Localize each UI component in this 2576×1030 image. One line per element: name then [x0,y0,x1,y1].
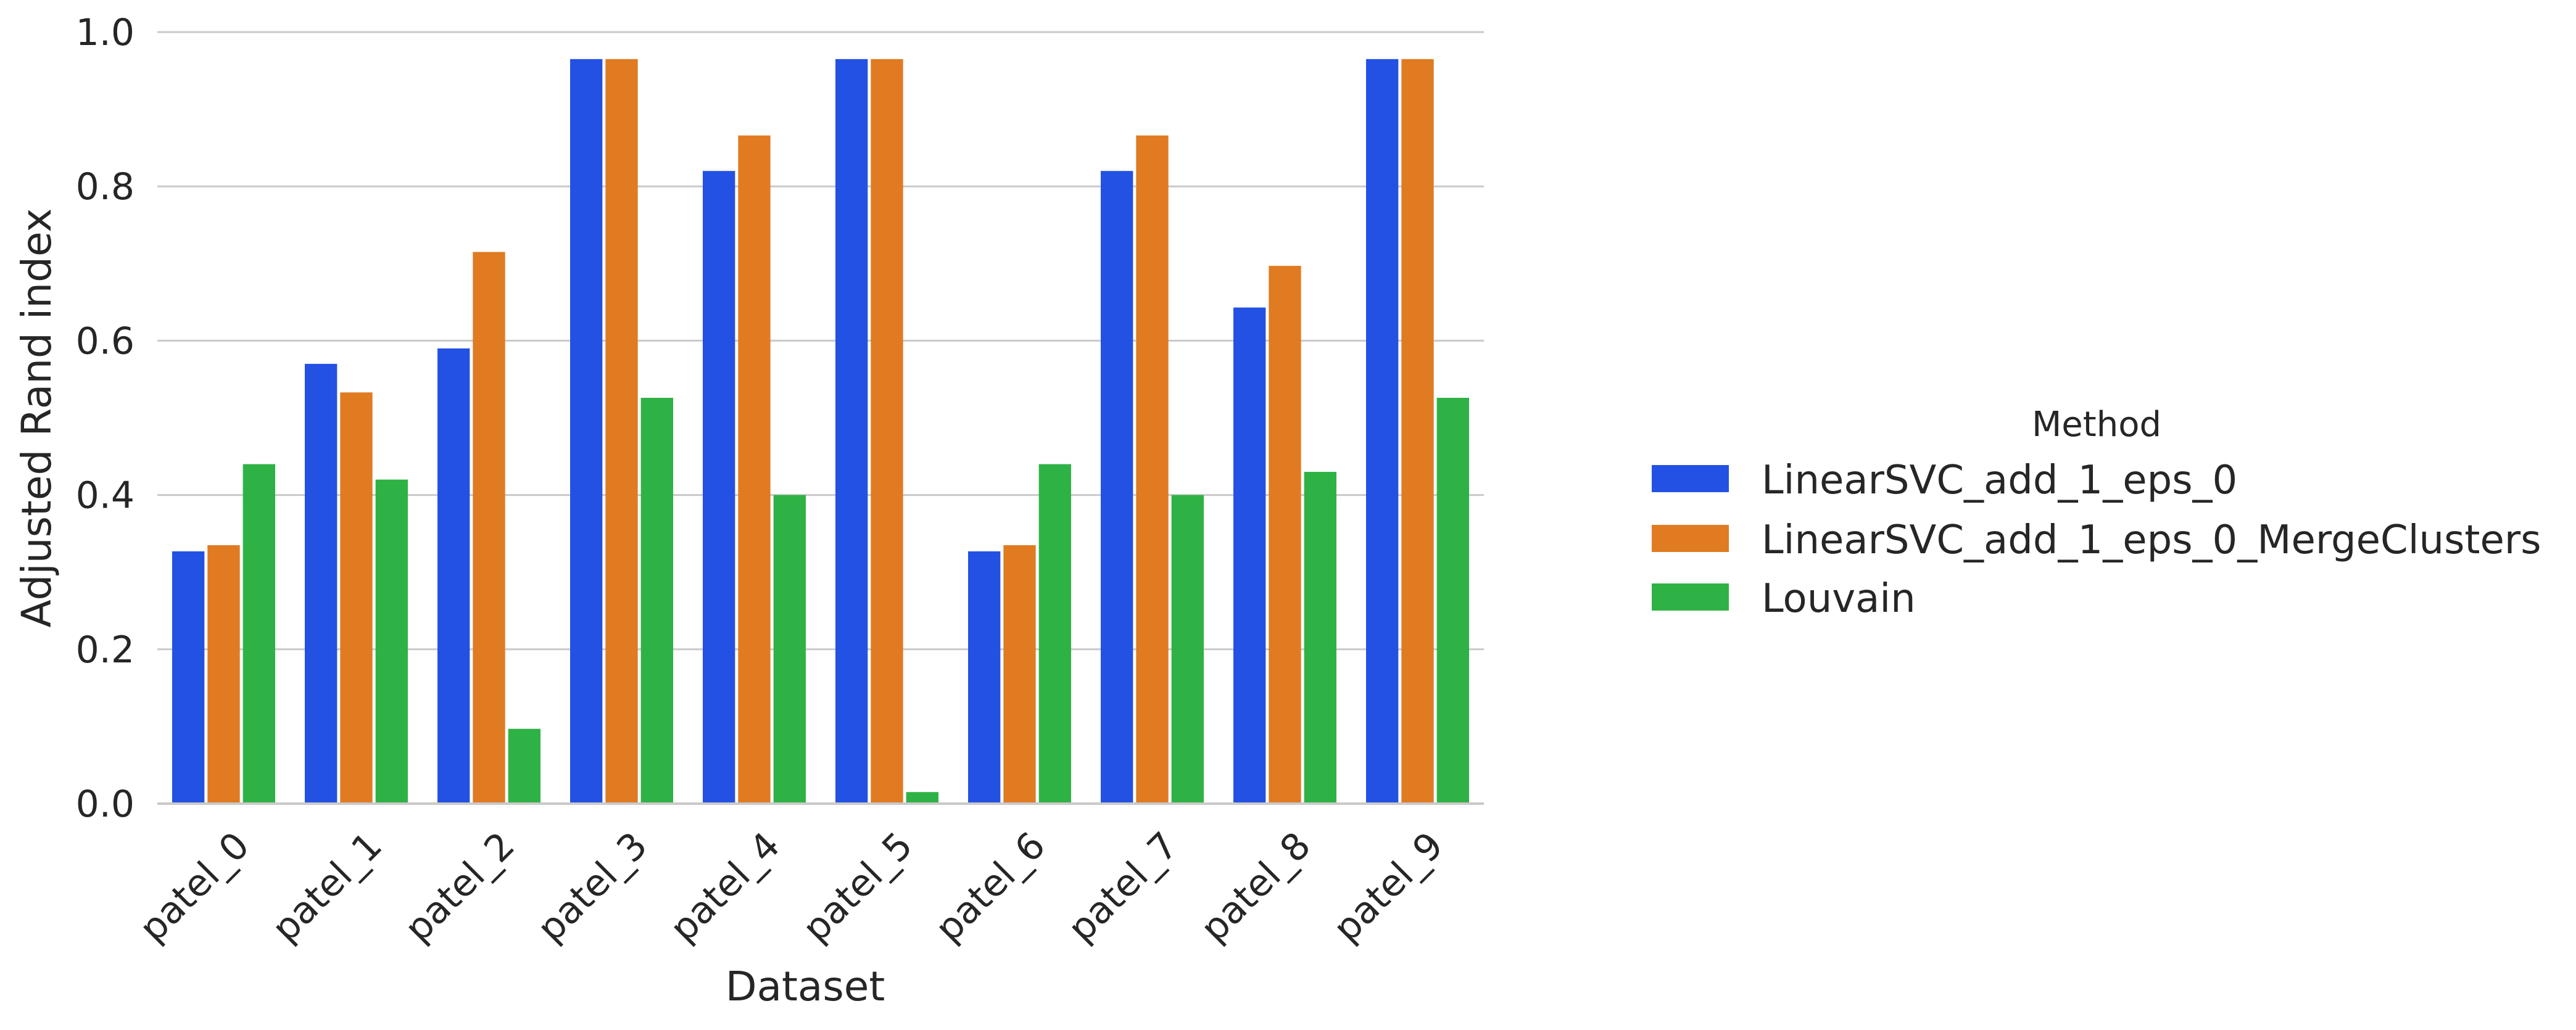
bar-patel_6-LinearSVC_add_1_eps_0 [968,551,1001,804]
y-tick-label: 1.0 [76,11,135,54]
y-tick-label: 0.2 [76,628,135,672]
bar-patel_4-Louvain [773,495,806,804]
bar-patel_8-Louvain [1304,472,1336,804]
bar-patel_6-Louvain [1038,464,1071,804]
y-tick-label: 0.6 [76,319,135,363]
legend-label: LinearSVC_add_1_eps_0_MergeClusters [1762,517,2541,563]
bar-patel_2-Louvain [508,728,540,804]
bar-patel_4-LinearSVC_add_1_eps_0 [703,171,735,804]
x-tick-label: patel_5 [795,824,921,950]
x-tick-label: patel_1 [264,824,391,950]
x-tick-label: patel_0 [131,824,258,950]
bar-patel_6-LinearSVC_add_1_eps_0_MergeClusters [1003,545,1036,804]
bar-patel_0-LinearSVC_add_1_eps_0_MergeClusters [207,545,240,804]
y-tick-label: 0.4 [76,474,135,517]
y-tick-labels: 0.0 0.2 0.4 0.6 0.8 1.0 [76,11,135,826]
y-tick-label: 0.0 [76,783,135,826]
bar-patel_9-LinearSVC_add_1_eps_0 [1366,59,1399,804]
bar-patel_3-Louvain [640,397,673,804]
legend-title: Method [2032,405,2161,445]
bar-patel_3-LinearSVC_add_1_eps_0 [570,59,603,804]
bar-patel_0-Louvain [242,464,275,804]
y-axis-title: Adjusted Rand index [13,208,60,628]
bar-patel_1-LinearSVC_add_1_eps_0 [305,363,338,804]
bar-patel_9-LinearSVC_add_1_eps_0_MergeClusters [1401,59,1434,804]
bar-patel_7-LinearSVC_add_1_eps_0 [1101,171,1133,804]
bar-patel_3-LinearSVC_add_1_eps_0_MergeClusters [605,59,638,804]
bar-patel_8-LinearSVC_add_1_eps_0_MergeClusters [1269,266,1301,804]
x-tick-label: patel_6 [927,824,1054,950]
y-tick-label: 0.8 [76,165,135,208]
bar-patel_8-LinearSVC_add_1_eps_0 [1233,307,1266,804]
x-tick-label: patel_7 [1060,824,1187,950]
legend: Method LinearSVC_add_1_eps_0LinearSVC_ad… [1652,405,2541,622]
x-tick-labels: patel_0 patel_1 patel_2 patel_3 patel_4 patel… [131,824,1452,950]
x-tick-label: patel_4 [662,824,789,950]
legend-swatch [1652,583,1729,611]
bar-patel_4-LinearSVC_add_1_eps_0_MergeClusters [738,135,771,804]
legend-items: LinearSVC_add_1_eps_0 LinearSVC_add_1_eps… [1652,458,2541,622]
bar-patel_5-LinearSVC_add_1_eps_0 [835,59,868,804]
x-tick-label: patel_2 [397,824,523,950]
bar-patel_9-Louvain [1436,397,1469,804]
bar-patel_1-LinearSVC_add_1_eps_0_MergeClusters [340,392,373,804]
bar-patel_2-LinearSVC_add_1_eps_0 [437,348,470,804]
bar-patel_2-LinearSVC_add_1_eps_0_MergeClusters [473,252,505,804]
x-axis-title: Dataset [726,963,885,1010]
legend-swatch [1652,465,1729,492]
bars [172,59,1469,804]
x-tick-label: patel_9 [1325,824,1452,950]
bar-patel_0-LinearSVC_add_1_eps_0 [172,551,205,804]
legend-label: LinearSVC_add_1_eps_0 [1762,458,2237,503]
legend-swatch [1652,525,1729,552]
x-tick-label: patel_3 [529,824,656,950]
bar-patel_1-Louvain [375,479,408,804]
bar-patel_7-LinearSVC_add_1_eps_0_MergeClusters [1136,135,1169,804]
legend-label: Louvain [1762,576,1916,622]
bar-patel_7-Louvain [1171,495,1204,804]
bar-patel_5-LinearSVC_add_1_eps_0_MergeClusters [871,59,903,804]
bar-patel_5-Louvain [906,792,938,804]
x-tick-label: patel_8 [1193,824,1319,950]
